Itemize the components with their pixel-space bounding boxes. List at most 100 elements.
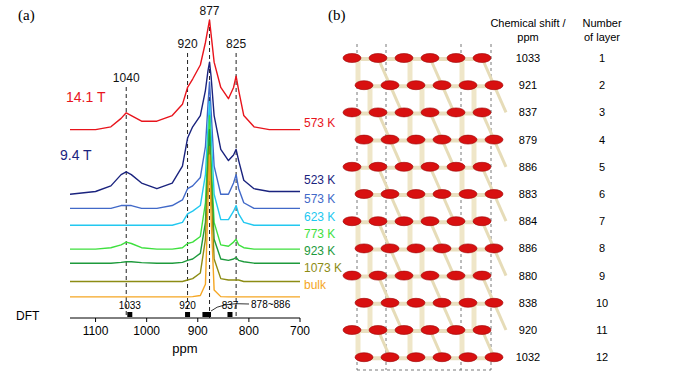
oxygen-atom	[369, 54, 387, 63]
spectrum-line	[70, 20, 300, 130]
oxygen-atom	[473, 162, 491, 171]
oxygen-atom	[355, 135, 373, 144]
cell-edge	[491, 44, 492, 370]
cell-edge	[386, 44, 387, 370]
field-label: 9.4 T	[60, 147, 92, 163]
table-header: ppm	[517, 31, 538, 43]
dft-value-label: 920	[179, 300, 196, 311]
figure: (a)1040920877825573 K523 K573 K623 K773 …	[0, 0, 682, 372]
oxygen-atom	[421, 326, 439, 335]
table-cell: 884	[519, 215, 537, 227]
oxygen-atom	[355, 244, 373, 253]
table-cell: 1	[599, 52, 605, 64]
oxygen-atom	[395, 54, 413, 63]
x-axis-label: ppm	[172, 341, 197, 356]
dft-value-label: 878~886	[251, 299, 291, 310]
oxygen-atom	[381, 81, 399, 90]
series-label: 573 K	[304, 192, 335, 206]
page: {"chart_data": { "type": "line", "title"…	[0, 0, 682, 372]
oxygen-atom	[381, 244, 399, 253]
x-tick	[146, 318, 147, 322]
oxygen-atom	[343, 54, 361, 63]
table-cell: 837	[519, 106, 537, 118]
table-header: of layer	[584, 31, 620, 43]
x-tick	[197, 318, 198, 322]
table-cell: 886	[519, 161, 537, 173]
oxygen-atom	[407, 298, 425, 307]
oxygen-atom	[407, 135, 425, 144]
oxygen-atom	[381, 190, 399, 199]
series-label: 523 K	[304, 173, 335, 187]
dft-marker	[185, 312, 190, 317]
field-label: 14.1 T	[66, 89, 106, 105]
series-label: 1073 K	[304, 261, 342, 275]
oxygen-atom	[485, 190, 503, 199]
annotation-line	[236, 53, 237, 318]
series-label: 573 K	[304, 116, 335, 130]
oxygen-atom	[395, 217, 413, 226]
table-cell: 11	[596, 324, 607, 336]
cell-edge	[357, 44, 358, 370]
oxygen-atom	[459, 81, 477, 90]
oxygen-atom	[381, 135, 399, 144]
x-tick-label: 800	[239, 324, 259, 338]
table-cell: 920	[519, 324, 537, 336]
oxygen-atom	[447, 271, 465, 280]
oxygen-atom	[369, 271, 387, 280]
oxygen-atom	[343, 271, 361, 280]
table-cell: 1032	[516, 351, 540, 363]
oxygen-atom	[343, 108, 361, 117]
annotation-label: 825	[226, 37, 246, 51]
table-cell: 3	[599, 106, 605, 118]
oxygen-atom	[459, 244, 477, 253]
table-cell: 5	[599, 161, 605, 173]
table-header: Number	[582, 17, 621, 29]
oxygen-atom	[381, 298, 399, 307]
oxygen-atom	[421, 271, 439, 280]
table-cell: 2	[599, 79, 605, 91]
dft-marker	[206, 312, 211, 317]
oxygen-atom	[433, 244, 451, 253]
table-cell: 883	[519, 188, 537, 200]
oxygen-atom	[395, 271, 413, 280]
x-tick-label: 900	[188, 324, 208, 338]
oxygen-atom	[485, 353, 503, 362]
oxygen-atom	[433, 81, 451, 90]
oxygen-atom	[395, 108, 413, 117]
table-cell: 1033	[516, 52, 540, 64]
table-cell: 7	[599, 215, 605, 227]
oxygen-atom	[407, 353, 425, 362]
oxygen-atom	[473, 326, 491, 335]
oxygen-atom	[395, 162, 413, 171]
oxygen-atom	[447, 326, 465, 335]
table-cell: 921	[519, 79, 537, 91]
oxygen-atom	[485, 298, 503, 307]
x-tick-label: 700	[290, 324, 310, 338]
oxygen-atom	[433, 190, 451, 199]
table-cell: 12	[596, 351, 608, 363]
table-cell: 879	[519, 134, 537, 146]
x-tick-label: 1100	[83, 324, 109, 338]
oxygen-atom	[473, 54, 491, 63]
oxygen-atom	[355, 298, 373, 307]
table-cell: 9	[599, 270, 605, 282]
oxygen-atom	[447, 217, 465, 226]
oxygen-atom	[447, 108, 465, 117]
table-cell: 838	[519, 297, 537, 309]
table-cell: 880	[519, 270, 537, 282]
panel-label: (b)	[328, 7, 346, 24]
dft-value-label: 837	[222, 300, 239, 311]
oxygen-atom	[407, 190, 425, 199]
oxygen-atom	[421, 54, 439, 63]
oxygen-atom	[433, 353, 451, 362]
oxygen-atom	[433, 298, 451, 307]
series-label: 923 K	[304, 244, 335, 258]
dft-value-label: 1033	[119, 300, 142, 311]
table-cell: 6	[599, 188, 605, 200]
oxygen-atom	[447, 162, 465, 171]
oxygen-atom	[473, 271, 491, 280]
oxygen-atom	[421, 162, 439, 171]
crystal-structure	[343, 44, 506, 370]
oxygen-atom	[407, 244, 425, 253]
oxygen-atom	[407, 81, 425, 90]
